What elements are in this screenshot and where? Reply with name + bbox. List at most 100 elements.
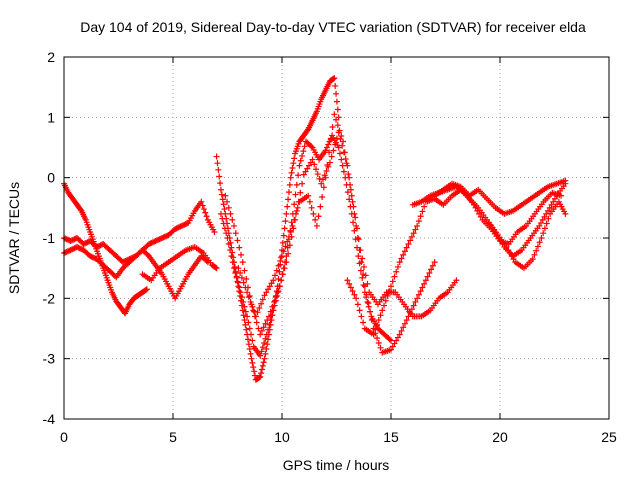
data-point-marker [261,339,268,346]
data-point-marker [358,259,365,266]
data-point-marker [276,283,283,290]
data-point-marker [265,313,272,320]
data-point-marker [401,248,408,255]
data-point-marker [328,153,335,160]
data-point-marker [292,210,299,217]
data-point-marker [291,155,298,162]
data-point-marker [398,255,405,262]
data-point-marker [268,280,275,287]
data-point-marker [275,276,282,283]
data-point-marker [224,198,231,205]
data-point-marker [160,234,167,241]
data-point-marker [144,251,151,258]
data-point-marker [87,253,94,260]
data-point-marker [78,245,85,252]
data-point-marker [176,224,183,231]
x-axis-label: GPS time / hours [283,457,390,473]
data-point-marker [262,350,269,357]
data-point-marker [539,216,546,223]
data-point-marker [340,168,347,175]
data-point-marker [283,259,290,266]
data-point-marker [282,218,289,225]
data-point-marker [313,166,320,173]
data-point-marker [349,288,356,295]
data-point-marker [320,184,327,191]
data-point-marker [294,204,301,211]
data-point-marker [198,198,205,205]
data-point-marker [266,283,273,290]
data-point-marker [338,156,345,163]
data-point-marker [541,225,548,232]
y-tick-label: -2 [43,290,56,306]
data-point-marker [546,204,553,211]
data-point-marker [347,284,354,291]
data-point-marker [474,207,481,214]
data-point-marker [305,192,312,199]
data-point-marker [72,235,79,242]
data-point-marker [264,341,271,348]
data-point-marker [260,359,267,366]
data-point-marker [68,246,75,253]
data-point-marker [254,309,261,316]
data-point-marker [540,230,547,237]
data-point-marker [239,307,246,314]
data-point-marker [407,309,414,316]
data-point-marker [250,307,257,314]
data-point-marker [98,241,105,248]
plot-area-border [63,56,610,420]
data-point-marker [159,235,166,241]
data-point-marker [153,237,160,244]
data-point-marker [212,264,219,271]
data-point-marker [335,144,342,151]
data-point-marker [531,251,538,258]
data-point-marker [354,301,361,308]
data-point-marker [341,149,348,156]
data-point-marker [279,253,285,260]
data-point-marker [419,208,426,215]
data-point-marker [508,253,515,260]
data-point-marker [421,203,428,210]
tick-layer: 0 5 10 15 20 25 -4 -3 -2 -1 0 1 2 [43,49,617,445]
data-point-marker [308,143,315,150]
data-point-marker [408,233,415,240]
data-point-marker [263,346,270,353]
data-point-marker [428,266,435,273]
data-point-marker [377,312,384,319]
y-tick-label: -4 [43,411,56,427]
data-point-marker [470,201,477,208]
data-point-marker [276,268,283,275]
data-point-marker [282,243,289,250]
data-point-marker [365,300,372,307]
data-point-marker [346,196,353,203]
data-point-marker [359,274,366,281]
data-point-marker [233,274,240,281]
data-point-marker [268,312,275,319]
data-point-marker [241,317,248,324]
data-point-marker [359,255,366,262]
data-point-marker [309,156,316,163]
data-point-marker [215,166,222,173]
data-point-marker [503,244,510,251]
series-satellite-track-4 [139,244,220,284]
data-point-marker [214,160,221,167]
data-point-marker [181,221,188,228]
data-point-marker [251,368,258,375]
y-tick-label: 0 [47,170,55,186]
data-point-marker [240,279,247,286]
data-point-marker [244,336,251,343]
data-point-marker [338,133,345,140]
data-point-marker [287,228,294,235]
series-satellite-track-5 [213,75,342,383]
data-point-marker [311,161,318,168]
data-point-marker [93,244,100,251]
data-point-marker [183,220,190,227]
data-point-marker [223,230,230,237]
data-point-marker [70,245,77,252]
data-point-marker [529,256,536,263]
data-point-marker [325,141,332,148]
data-point-marker [229,216,236,223]
data-point-marker [217,180,224,187]
data-point-marker [333,90,340,97]
data-point-marker [293,207,300,214]
data-point-marker [536,239,543,246]
